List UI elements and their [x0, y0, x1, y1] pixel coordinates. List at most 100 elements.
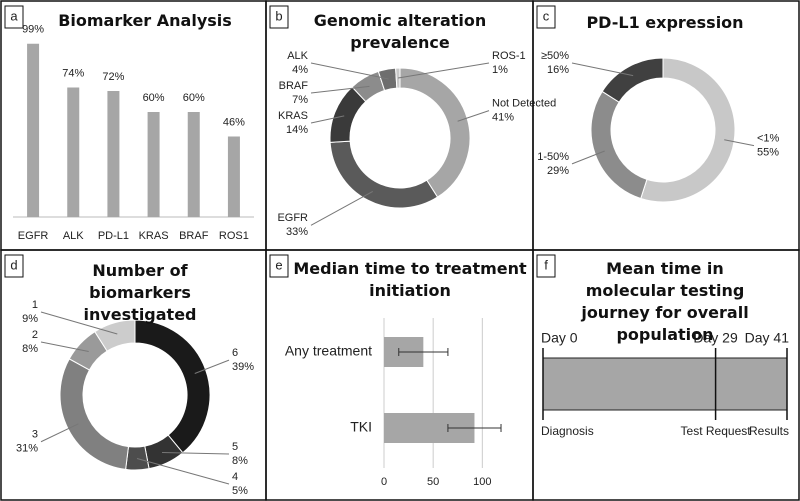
chart-title: Biomarker Analysis	[58, 11, 232, 30]
slice-label: 6	[232, 347, 238, 359]
donut-slice	[399, 67, 471, 198]
donut-slice	[94, 319, 136, 352]
x-tick-label: EGFR	[18, 230, 49, 242]
x-tick-label: BRAF	[179, 230, 209, 242]
slice-label: EGFR	[277, 212, 308, 224]
value-label: 29%	[547, 165, 569, 177]
value-label: 33%	[286, 226, 308, 238]
donut-slice	[590, 90, 648, 200]
panel-letter: e	[275, 257, 282, 272]
chart-title: Number of biomarkers investigated	[83, 261, 197, 324]
y-tick-label: Any treatment	[285, 343, 372, 359]
leader-line	[40, 423, 79, 443]
x-tick-label: 100	[473, 476, 491, 488]
timeline-bar	[542, 357, 788, 411]
slice-label: 3	[32, 429, 38, 441]
value-label: 14%	[286, 124, 308, 136]
panel-letter-box	[269, 254, 289, 278]
panel-letter: c	[543, 8, 550, 23]
slice-label: ALK	[287, 50, 308, 62]
donut-slice	[640, 57, 736, 203]
slice-label: 2	[32, 329, 38, 341]
panel-letter-box	[536, 5, 556, 29]
tick-label: Day 0	[541, 330, 578, 346]
x-tick-label: PD-L1	[98, 230, 129, 242]
leader-line	[310, 191, 374, 226]
chart-title: Median time to treatment initiation	[293, 259, 527, 300]
panel-border	[532, 0, 800, 251]
event-label: Test Request	[681, 424, 752, 438]
bar	[147, 112, 160, 217]
leader-line	[310, 85, 370, 94]
donut-slice	[134, 319, 211, 454]
value-label: 72%	[102, 71, 124, 83]
slice-label: 4	[232, 471, 238, 483]
slice-label: <1%	[757, 133, 780, 145]
panel-letter: b	[275, 8, 282, 23]
tick-label: Day 29	[693, 330, 738, 346]
panel-letter-box	[269, 5, 289, 29]
leader-line	[457, 110, 490, 122]
value-label: 4%	[292, 64, 308, 76]
value-label: 60%	[143, 92, 165, 104]
value-label: 46%	[223, 116, 245, 128]
value-label: 16%	[547, 64, 569, 76]
value-label: 9%	[22, 313, 38, 325]
event-label: Diagnosis	[541, 424, 594, 438]
leader-line	[724, 139, 755, 147]
bar	[27, 43, 40, 217]
bar	[107, 91, 120, 217]
donut-slice	[395, 67, 401, 89]
value-label: 1%	[492, 64, 508, 76]
panel-letter-box	[536, 254, 556, 278]
donut-slice	[125, 445, 150, 471]
chart-title: Genomic alteration prevalence	[313, 11, 487, 52]
value-label: 41%	[492, 112, 514, 124]
slice-label: KRAS	[278, 110, 308, 122]
leader-line	[310, 62, 389, 80]
value-label: 8%	[232, 455, 248, 467]
x-tick-label: KRAS	[139, 230, 169, 242]
x-tick-label: ROS1	[219, 230, 249, 242]
value-label: 5%	[232, 485, 248, 497]
value-label: 39%	[232, 361, 254, 373]
leader-line	[136, 457, 230, 485]
value-label: 55%	[757, 147, 779, 159]
leader-line	[571, 62, 634, 77]
slice-label: 1	[32, 299, 38, 311]
panel-letter-box	[4, 5, 24, 29]
slice-label: ROS-1	[492, 50, 526, 62]
bar	[187, 112, 200, 217]
chart-title: PD-L1 expression	[586, 13, 744, 32]
slice-label: 1-50%	[537, 151, 569, 163]
bar	[67, 87, 80, 217]
event-label: Results	[749, 424, 789, 438]
value-label: 31%	[16, 443, 38, 455]
panel-letter-box	[4, 254, 24, 278]
x-tick-label: 50	[427, 476, 439, 488]
slice-label: ≥50%	[541, 50, 569, 62]
x-tick-label: ALK	[63, 230, 84, 242]
donut-slice	[329, 140, 439, 209]
panel-border	[532, 249, 800, 501]
value-label: 74%	[62, 67, 84, 79]
value-label: 8%	[22, 343, 38, 355]
leader-line	[162, 451, 230, 455]
x-tick-label: 0	[381, 476, 387, 488]
y-tick-label: TKI	[350, 419, 372, 435]
panel-letter: a	[10, 8, 18, 23]
leader-line	[40, 311, 118, 335]
bar	[227, 136, 240, 217]
chart-title: Mean time in molecular testing journey f…	[581, 259, 749, 344]
value-label: 60%	[183, 92, 205, 104]
value-label: 7%	[292, 94, 308, 106]
panel-letter: f	[544, 257, 548, 272]
donut-slice	[601, 57, 664, 103]
slice-label: Not Detected	[492, 98, 556, 110]
value-label: 99%	[22, 24, 44, 36]
leader-line	[571, 150, 605, 165]
slice-label: 5	[232, 441, 238, 453]
tick-label: Day 41	[745, 330, 790, 346]
donut-slice	[59, 358, 130, 470]
